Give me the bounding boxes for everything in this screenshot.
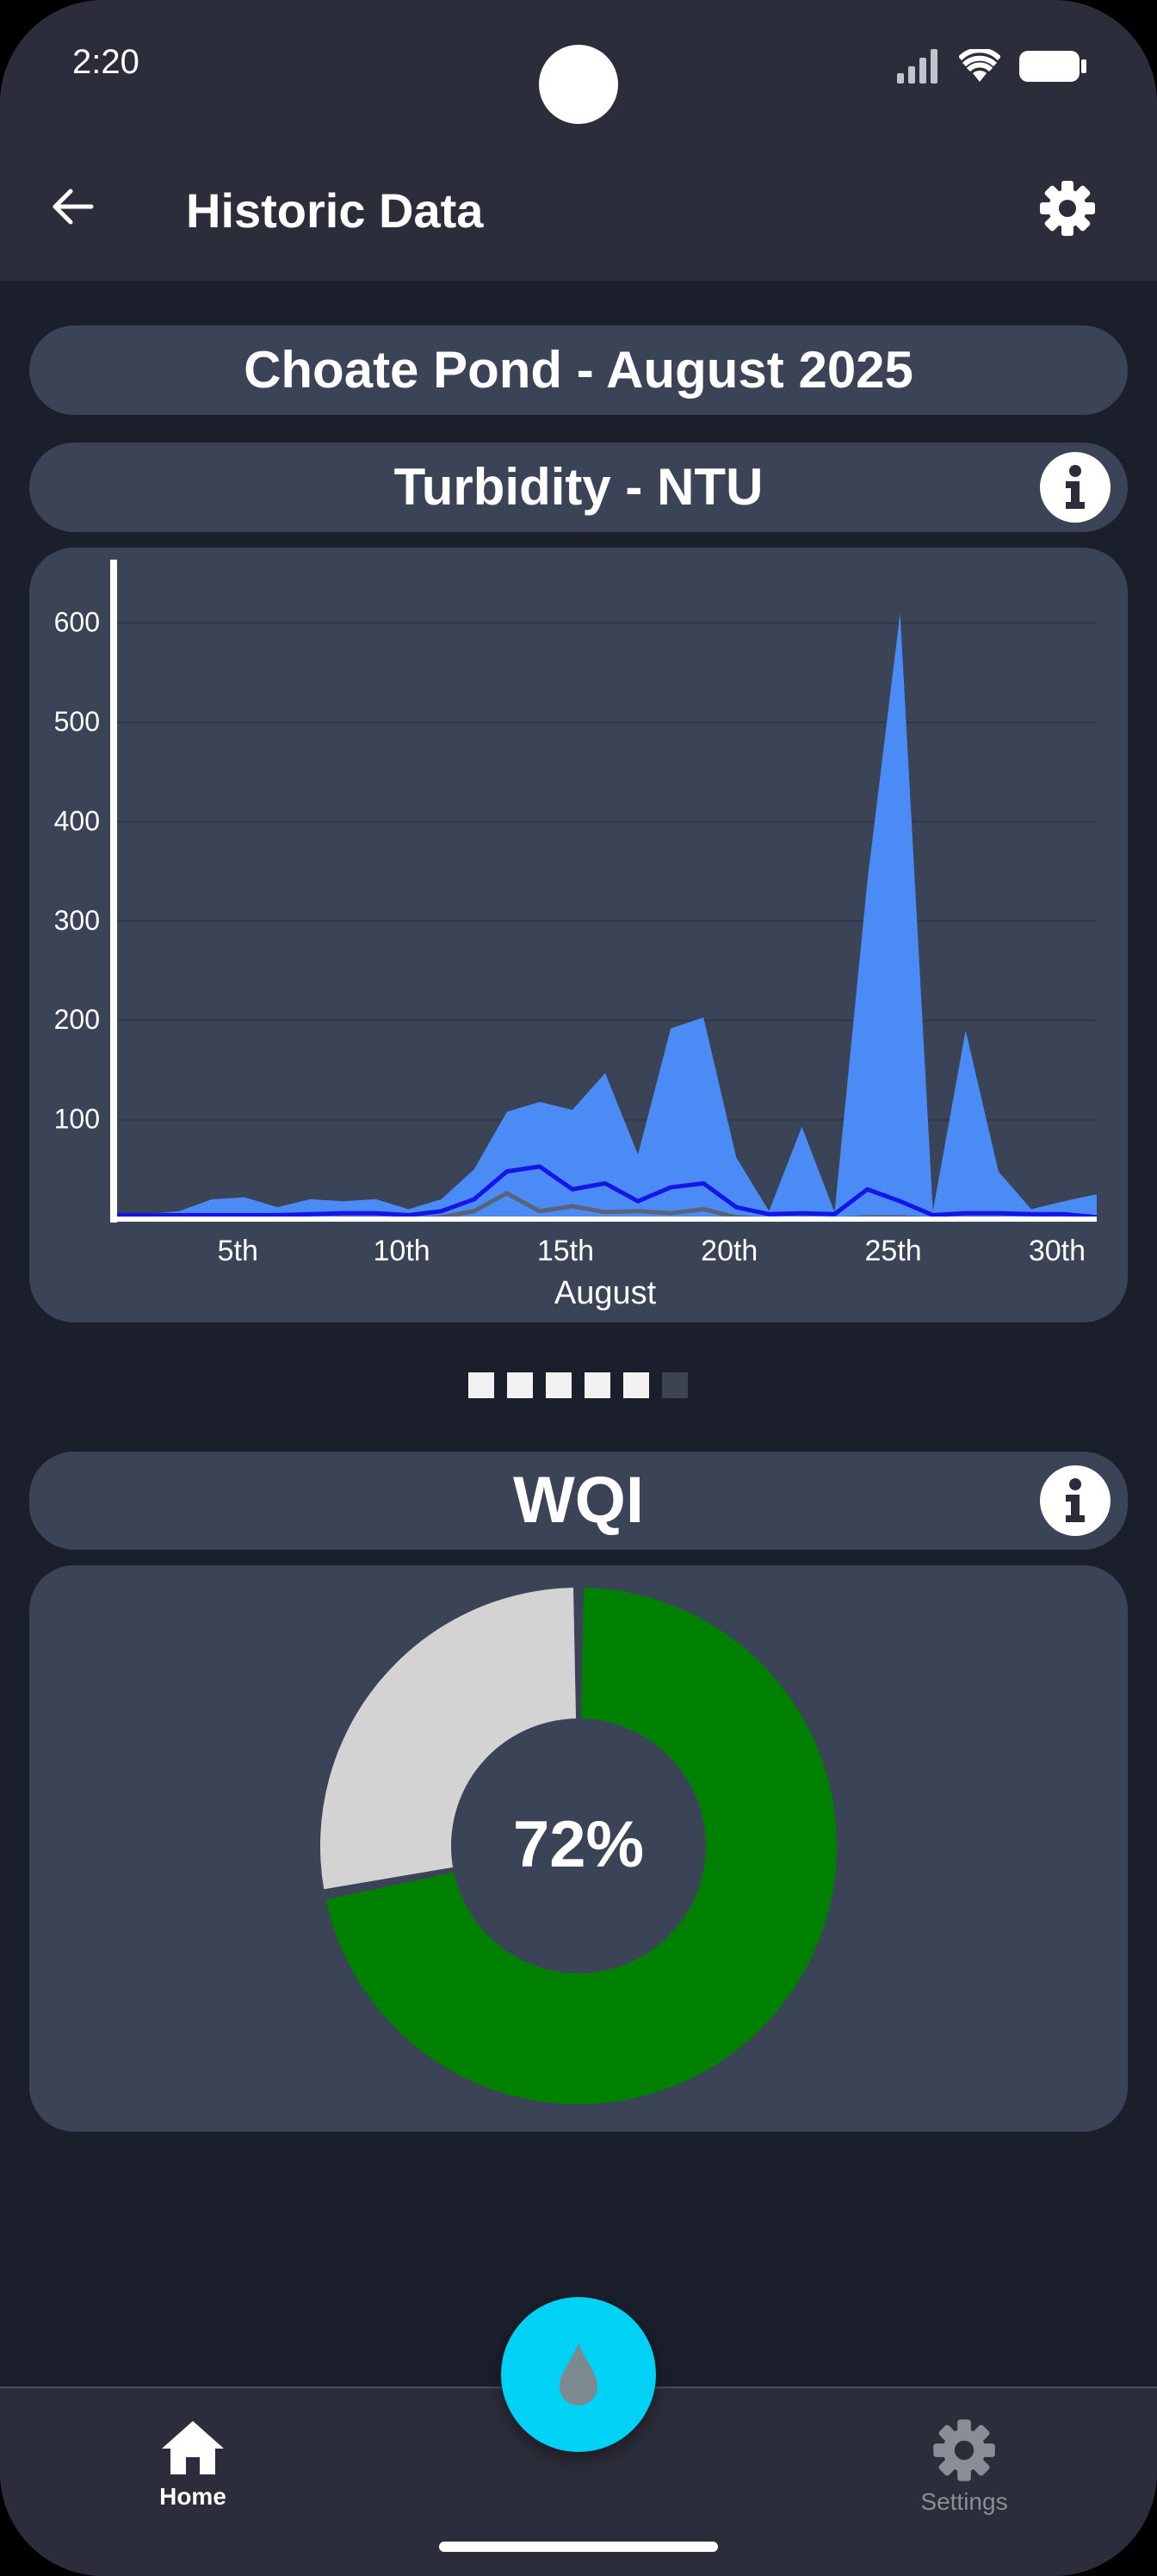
series-line-mean — [114, 1164, 1098, 1220]
series-area-max — [114, 613, 1097, 1219]
carousel-dot[interactable] — [546, 1372, 572, 1398]
signal-icon — [897, 49, 937, 84]
water-drop-icon — [560, 2344, 597, 2406]
camera-cutout — [539, 45, 618, 124]
app-bar: Historic Data — [0, 146, 1157, 281]
carousel-dot[interactable] — [507, 1372, 533, 1398]
x-tick-label: 25th — [865, 1235, 922, 1267]
status-bar: 2:20 — [0, 0, 1157, 146]
x-axis-label: August — [554, 1275, 657, 1311]
carousel-dots — [468, 1372, 692, 1400]
status-icons — [897, 45, 1088, 88]
nav-settings-label: Settings — [920, 2488, 1008, 2515]
carousel-dot[interactable] — [662, 1372, 688, 1398]
wqi-header: WQI — [29, 1452, 1128, 1550]
y-tick-label: 500 — [54, 706, 100, 737]
carousel-dot[interactable] — [623, 1372, 649, 1398]
nav-settings[interactable]: Settings — [878, 2418, 1050, 2516]
arrow-left-icon — [53, 189, 94, 225]
home-indicator — [439, 2542, 718, 2552]
x-tick-label: 15th — [537, 1235, 594, 1267]
y-tick-label: 200 — [54, 1004, 100, 1035]
x-tick-label: 20th — [701, 1235, 758, 1267]
location-title: Choate Pond - August 2025 — [244, 341, 913, 399]
y-tick-label: 100 — [54, 1104, 100, 1135]
wqi-title: WQI — [513, 1464, 644, 1537]
back-button[interactable] — [41, 176, 103, 238]
gear-icon — [1040, 181, 1095, 236]
battery-icon — [1019, 51, 1086, 82]
wqi-info-button[interactable] — [1040, 1465, 1111, 1536]
status-time: 2:20 — [72, 43, 139, 81]
wqi-value-label: 72% — [513, 1808, 644, 1881]
wqi-value-segment — [325, 1588, 838, 2104]
chart-info-button[interactable] — [1040, 452, 1111, 523]
x-tick-label: 10th — [374, 1235, 430, 1267]
settings-button[interactable] — [1033, 174, 1102, 243]
wqi-donut-chart: 72% — [320, 1588, 838, 2104]
nav-home-label: Home — [159, 2483, 226, 2510]
chart-title: Turbidity - NTU — [393, 458, 764, 516]
y-tick-label: 300 — [54, 905, 100, 936]
chart-header: Turbidity - NTU — [29, 443, 1128, 532]
wqi-card: 72% — [29, 1565, 1128, 2132]
turbidity-chart-card: 100 200 300 400 500 600 5th 10th 15th 20th 25th 30t… — [29, 548, 1128, 1322]
carousel-dot[interactable] — [468, 1372, 494, 1398]
info-icon — [1066, 465, 1085, 509]
carousel-dot[interactable] — [585, 1372, 610, 1398]
home-icon — [162, 2421, 224, 2474]
nav-home[interactable]: Home — [107, 2418, 279, 2511]
page-title: Historic Data — [186, 183, 484, 238]
y-tick-label: 600 — [54, 607, 100, 638]
y-tick-label: 400 — [54, 805, 100, 836]
info-icon — [1066, 1478, 1085, 1522]
wqi-remaining-segment — [320, 1588, 577, 1890]
gear-icon — [933, 2419, 995, 2481]
x-tick-label: 5th — [218, 1235, 258, 1267]
location-title-bar: Choate Pond - August 2025 — [29, 325, 1128, 415]
water-drop-button[interactable] — [501, 2297, 656, 2452]
wifi-icon — [959, 49, 1000, 82]
x-tick-label: 30th — [1029, 1235, 1086, 1267]
turbidity-chart: 100 200 300 400 500 600 5th 10th 15th 20th 25th 30t… — [54, 560, 1098, 1311]
